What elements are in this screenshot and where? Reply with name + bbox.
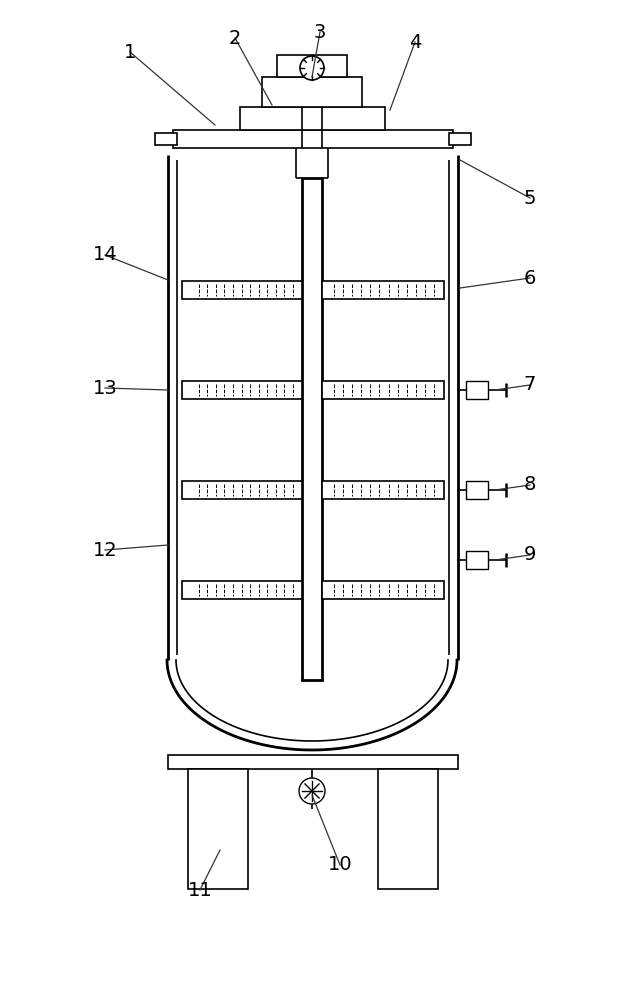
Text: 8: 8 (524, 476, 536, 494)
Circle shape (299, 778, 325, 804)
Text: 4: 4 (409, 32, 421, 51)
Text: 9: 9 (524, 546, 536, 564)
Bar (182, 481, 302, 499)
Text: 13: 13 (93, 378, 117, 397)
Bar (240, 107, 385, 130)
Bar (322, 281, 444, 299)
Bar (277, 55, 347, 77)
Text: 5: 5 (524, 188, 536, 208)
Bar (449, 133, 471, 145)
Bar (322, 581, 444, 599)
Bar (466, 481, 488, 499)
Bar (302, 178, 322, 680)
Bar (188, 769, 248, 889)
Bar (182, 581, 302, 599)
Bar (262, 77, 362, 107)
Text: 12: 12 (93, 540, 117, 560)
Bar (466, 551, 488, 569)
Text: 7: 7 (524, 375, 536, 394)
Bar (322, 481, 444, 499)
Text: 11: 11 (188, 880, 212, 900)
Bar (378, 769, 438, 889)
Bar (173, 130, 453, 148)
Bar (182, 381, 302, 399)
Bar (182, 281, 302, 299)
Text: 14: 14 (93, 245, 117, 264)
Text: 2: 2 (229, 28, 241, 47)
Bar (155, 133, 177, 145)
Bar (466, 381, 488, 399)
Circle shape (300, 56, 324, 80)
Text: 1: 1 (124, 42, 136, 62)
Text: 3: 3 (314, 22, 326, 41)
Text: 10: 10 (328, 856, 353, 874)
Bar (168, 755, 458, 769)
Text: 6: 6 (524, 268, 536, 288)
Bar (322, 381, 444, 399)
